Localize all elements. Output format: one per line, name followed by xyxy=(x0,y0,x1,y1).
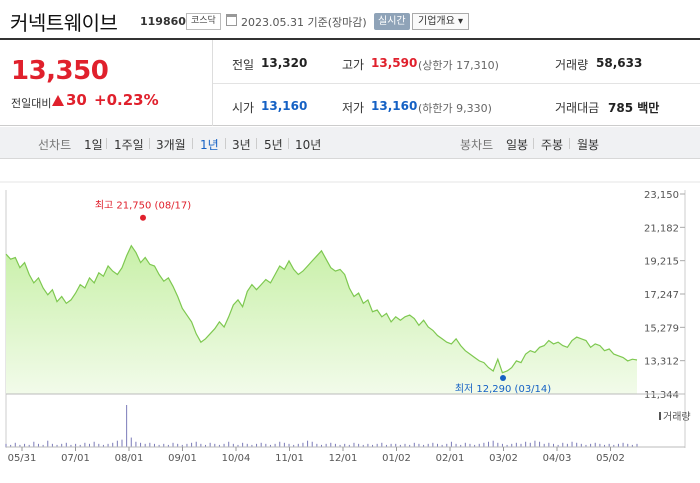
period-3y[interactable]: 3년 xyxy=(232,138,251,152)
period-5y[interactable]: 5년 xyxy=(264,138,283,152)
current-price: 13,350 xyxy=(11,56,109,86)
high-label: 고가 xyxy=(342,58,365,72)
period-1y[interactable]: 1년 xyxy=(200,138,219,152)
market-badge: 코스닥 xyxy=(186,13,221,30)
base-date: 2023.05.31 기준(장마감) xyxy=(241,16,367,29)
x-tick-label: 01/02 xyxy=(382,453,411,464)
volume-value: 58,633 xyxy=(596,56,643,70)
stock-name: 커넥트웨이브 xyxy=(10,11,118,35)
x-tick-label: 08/01 xyxy=(115,453,144,464)
price-divider xyxy=(212,40,213,126)
period-sep xyxy=(192,138,193,149)
candle-daily[interactable]: 일봉 xyxy=(506,138,529,152)
header-divider xyxy=(0,38,700,40)
upper-limit: (상한가 17,310) xyxy=(418,59,499,72)
price-summary: 13,350 전일대비 30 +0.23% 전일 13,320 고가 13,59… xyxy=(0,40,700,126)
period-sep xyxy=(106,138,107,149)
y-tick-label: 15,279 xyxy=(644,323,679,334)
stock-code: 119860 xyxy=(140,15,186,28)
period-sep xyxy=(256,138,257,149)
x-tick-label: 05/02 xyxy=(596,453,625,464)
x-tick-label: 09/01 xyxy=(168,453,197,464)
amount-label: 거래대금 xyxy=(555,101,600,115)
y-tick-label: 11,344 xyxy=(644,390,679,401)
stats-divider xyxy=(213,83,700,84)
low-label: 최저 12,290 (03/14) xyxy=(455,383,551,395)
line-chart-label: 선차트 xyxy=(38,138,72,152)
period-1w[interactable]: 1주일 xyxy=(114,138,144,152)
period-sep xyxy=(149,138,150,149)
candle-chart-label: 봉차트 xyxy=(460,138,494,152)
up-arrow-icon xyxy=(52,95,64,106)
volume-label: 거래량 xyxy=(555,58,589,72)
low-marker xyxy=(500,374,506,381)
price-area xyxy=(6,245,637,394)
period-sep xyxy=(225,138,226,149)
high-marker xyxy=(140,214,146,221)
period-sep xyxy=(288,138,289,149)
y-tick-label: 21,182 xyxy=(644,223,679,234)
volume-legend-label: 거래량 xyxy=(663,411,691,423)
prev-label: 전일 xyxy=(232,58,255,72)
x-tick-label: 02/01 xyxy=(436,453,465,464)
change-value: 30 xyxy=(66,91,87,109)
volume-legend-icon xyxy=(659,412,661,420)
high-value: 13,590 xyxy=(371,56,418,70)
amount-value: 785 백만 xyxy=(608,101,660,115)
lower-limit: (하한가 9,330) xyxy=(418,102,492,115)
low-value: 13,160 xyxy=(371,99,418,113)
prev-value: 13,320 xyxy=(261,56,308,70)
period-3m[interactable]: 3개월 xyxy=(156,138,186,152)
change-label: 전일대비 xyxy=(11,97,52,110)
y-tick-label: 23,150 xyxy=(644,190,679,201)
period-bar: 선차트 1일 1주일 3개월 1년 3년 5년 10년 봉차트 일봉 주봉 월봉 xyxy=(0,127,700,159)
change-percent: +0.23% xyxy=(94,91,159,109)
period-sep xyxy=(533,138,534,149)
x-tick-label: 11/01 xyxy=(275,453,304,464)
y-tick-label: 17,247 xyxy=(644,290,679,301)
y-tick-label: 19,215 xyxy=(644,257,679,268)
x-tick-label: 03/02 xyxy=(489,453,518,464)
candle-weekly[interactable]: 주봉 xyxy=(541,138,564,152)
period-sep xyxy=(569,138,570,149)
x-tick-label: 10/04 xyxy=(222,453,251,464)
realtime-button[interactable]: 실시간 xyxy=(374,13,410,30)
x-tick-label: 04/03 xyxy=(543,453,572,464)
open-value: 13,160 xyxy=(261,99,308,113)
candle-monthly[interactable]: 월봉 xyxy=(577,138,600,152)
title-bar: 커넥트웨이브 119860 코스닥 2023.05.31 기준(장마감) 실시간… xyxy=(0,0,700,40)
price-line xyxy=(5,244,638,374)
period-10y[interactable]: 10년 xyxy=(295,138,322,152)
x-tick-label: 07/01 xyxy=(61,453,90,464)
x-tick-label: 12/01 xyxy=(329,453,358,464)
company-overview-dropdown[interactable]: 기업개요 ▾ xyxy=(412,13,469,30)
low-label: 저가 xyxy=(342,101,365,115)
x-tick-label: 05/31 xyxy=(8,453,37,464)
calendar-icon xyxy=(226,14,237,26)
y-tick-label: 13,312 xyxy=(644,357,679,368)
high-label: 최고 21,750 (08/17) xyxy=(95,200,191,212)
period-1d[interactable]: 1일 xyxy=(84,138,103,152)
open-label: 시가 xyxy=(232,101,255,115)
